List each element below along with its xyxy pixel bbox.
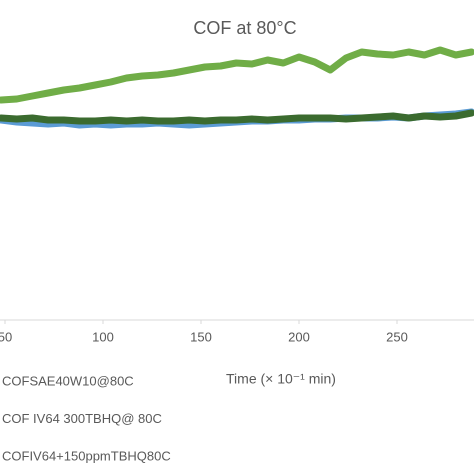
legend-label: COF IV64 300TBHQ@ 80C bbox=[2, 411, 162, 426]
x-tick-label: 100 bbox=[92, 329, 114, 344]
x-tick-label: 50 bbox=[0, 329, 12, 344]
x-tick-label: 250 bbox=[386, 329, 408, 344]
legend-label: COFIV64+150ppmTBHQ80C bbox=[2, 448, 171, 463]
legend-label: COFSAE40W10@80C bbox=[2, 373, 134, 388]
data-line bbox=[0, 46, 474, 104]
chart-title: COF at 80°C bbox=[193, 18, 296, 38]
x-tick-label: 150 bbox=[190, 329, 212, 344]
x-axis-label: Time (× 10⁻¹ min) bbox=[226, 371, 336, 387]
x-tick-label: 200 bbox=[288, 329, 310, 344]
data-line bbox=[0, 109, 474, 125]
